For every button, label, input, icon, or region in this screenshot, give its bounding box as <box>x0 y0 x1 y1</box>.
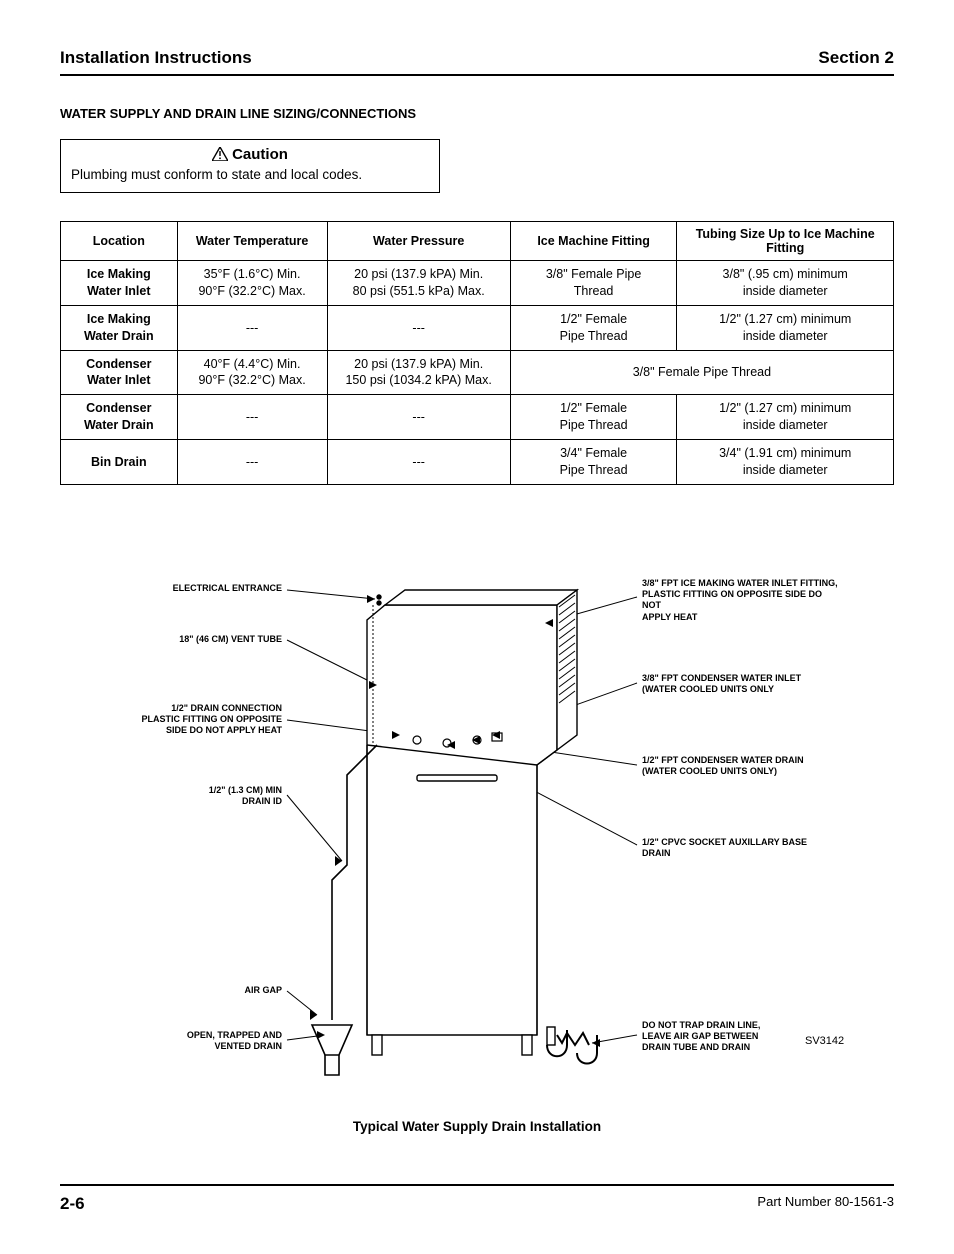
caution-label: Caution <box>232 146 288 163</box>
header-right: Section 2 <box>818 48 894 68</box>
label-open-trapped: OPEN, TRAPPED AND VENTED DRAIN <box>117 1030 282 1053</box>
table-row: CondenserWater Inlet 40°F (4.4°C) Min.90… <box>61 350 894 395</box>
label-aux-drain: 1/2" CPVC SOCKET AUXILLARY BASE DRAIN <box>642 837 832 860</box>
label-min-drain-id: 1/2" (1.3 CM) MIN DRAIN ID <box>117 785 282 808</box>
label-air-gap: AIR GAP <box>117 985 282 996</box>
col-temp: Water Temperature <box>177 222 327 261</box>
footer-part-number: Part Number 80-1561-3 <box>757 1194 894 1214</box>
diagram-code: SV3142 <box>805 1035 844 1047</box>
caution-box: Caution Plumbing must conform to state a… <box>60 139 440 193</box>
diagram: ELECTRICAL ENTRANCE 18" (46 CM) VENT TUB… <box>117 545 837 1105</box>
col-fitting: Ice Machine Fitting <box>510 222 677 261</box>
table-row: Ice MakingWater Drain --- --- 1/2" Femal… <box>61 305 894 350</box>
label-do-not-trap: DO NOT TRAP DRAIN LINE, LEAVE AIR GAP BE… <box>642 1020 792 1054</box>
page-footer: 2-6 Part Number 80-1561-3 <box>60 1184 894 1214</box>
label-electrical-entrance: ELECTRICAL ENTRANCE <box>117 583 282 594</box>
label-condenser-drain: 1/2" FPT CONDENSER WATER DRAIN (WATER CO… <box>642 755 832 778</box>
table-row: Ice MakingWater Inlet 35°F (1.6°C) Min.9… <box>61 261 894 306</box>
caution-text: Plumbing must conform to state and local… <box>71 167 429 182</box>
page-header: Installation Instructions Section 2 <box>60 48 894 76</box>
caution-title: Caution <box>71 146 429 163</box>
diagram-caption: Typical Water Supply Drain Installation <box>60 1119 894 1134</box>
col-tubing: Tubing Size Up to Ice Machine Fitting <box>677 222 894 261</box>
section-subheading: WATER SUPPLY AND DRAIN LINE SIZING/CONNE… <box>60 106 894 121</box>
label-ice-inlet: 3/8" FPT ICE MAKING WATER INLET FITTING,… <box>642 578 842 623</box>
warning-icon <box>212 147 228 161</box>
table-header-row: Location Water Temperature Water Pressur… <box>61 222 894 261</box>
table-row: Bin Drain --- --- 3/4" FemalePipe Thread… <box>61 440 894 485</box>
header-left: Installation Instructions <box>60 48 252 68</box>
label-vent-tube: 18" (46 CM) VENT TUBE <box>117 634 282 645</box>
label-drain-connection: 1/2" DRAIN CONNECTION PLASTIC FITTING ON… <box>117 703 282 737</box>
col-pressure: Water Pressure <box>327 222 510 261</box>
col-location: Location <box>61 222 178 261</box>
spec-table: Location Water Temperature Water Pressur… <box>60 221 894 485</box>
footer-page-number: 2-6 <box>60 1194 85 1214</box>
label-condenser-inlet: 3/8" FPT CONDENSER WATER INLET (WATER CO… <box>642 673 832 696</box>
table-row: CondenserWater Drain --- --- 1/2" Female… <box>61 395 894 440</box>
